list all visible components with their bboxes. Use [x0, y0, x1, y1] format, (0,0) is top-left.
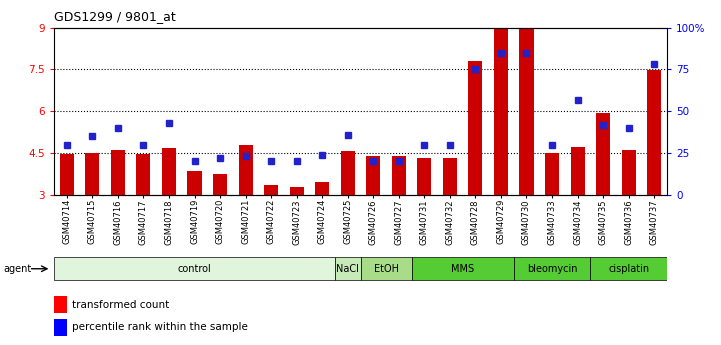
Bar — [136, 154, 151, 195]
Bar — [570, 147, 585, 195]
Bar — [54, 296, 66, 313]
Bar — [443, 158, 457, 195]
Bar — [111, 150, 125, 195]
Bar — [417, 158, 431, 195]
Bar — [622, 150, 636, 195]
Bar — [545, 152, 559, 195]
Text: GDS1299 / 9801_at: GDS1299 / 9801_at — [54, 10, 176, 23]
Bar — [162, 148, 176, 195]
FancyBboxPatch shape — [513, 257, 590, 280]
Bar — [315, 181, 329, 195]
FancyBboxPatch shape — [590, 257, 667, 280]
FancyBboxPatch shape — [360, 257, 412, 280]
Bar — [85, 152, 99, 195]
Bar — [290, 187, 304, 195]
FancyBboxPatch shape — [335, 257, 360, 280]
Text: cisplatin: cisplatin — [608, 264, 649, 274]
Bar — [469, 61, 482, 195]
Bar — [264, 185, 278, 195]
Bar — [519, 29, 534, 195]
Bar — [239, 145, 252, 195]
Text: MMS: MMS — [451, 264, 474, 274]
Text: EtOH: EtOH — [373, 264, 399, 274]
Text: bleomycin: bleomycin — [527, 264, 578, 274]
Text: NaCl: NaCl — [336, 264, 359, 274]
Bar — [213, 174, 227, 195]
Bar — [54, 319, 66, 336]
Bar — [494, 26, 508, 195]
Bar — [341, 151, 355, 195]
Bar — [647, 70, 661, 195]
Bar — [60, 155, 74, 195]
Text: agent: agent — [4, 264, 32, 274]
Bar — [392, 156, 406, 195]
Text: transformed count: transformed count — [72, 300, 169, 310]
Bar — [596, 114, 610, 195]
Bar — [187, 171, 202, 195]
Bar — [366, 156, 380, 195]
FancyBboxPatch shape — [54, 257, 335, 280]
Text: control: control — [177, 264, 211, 274]
Text: percentile rank within the sample: percentile rank within the sample — [72, 322, 248, 332]
FancyBboxPatch shape — [412, 257, 513, 280]
